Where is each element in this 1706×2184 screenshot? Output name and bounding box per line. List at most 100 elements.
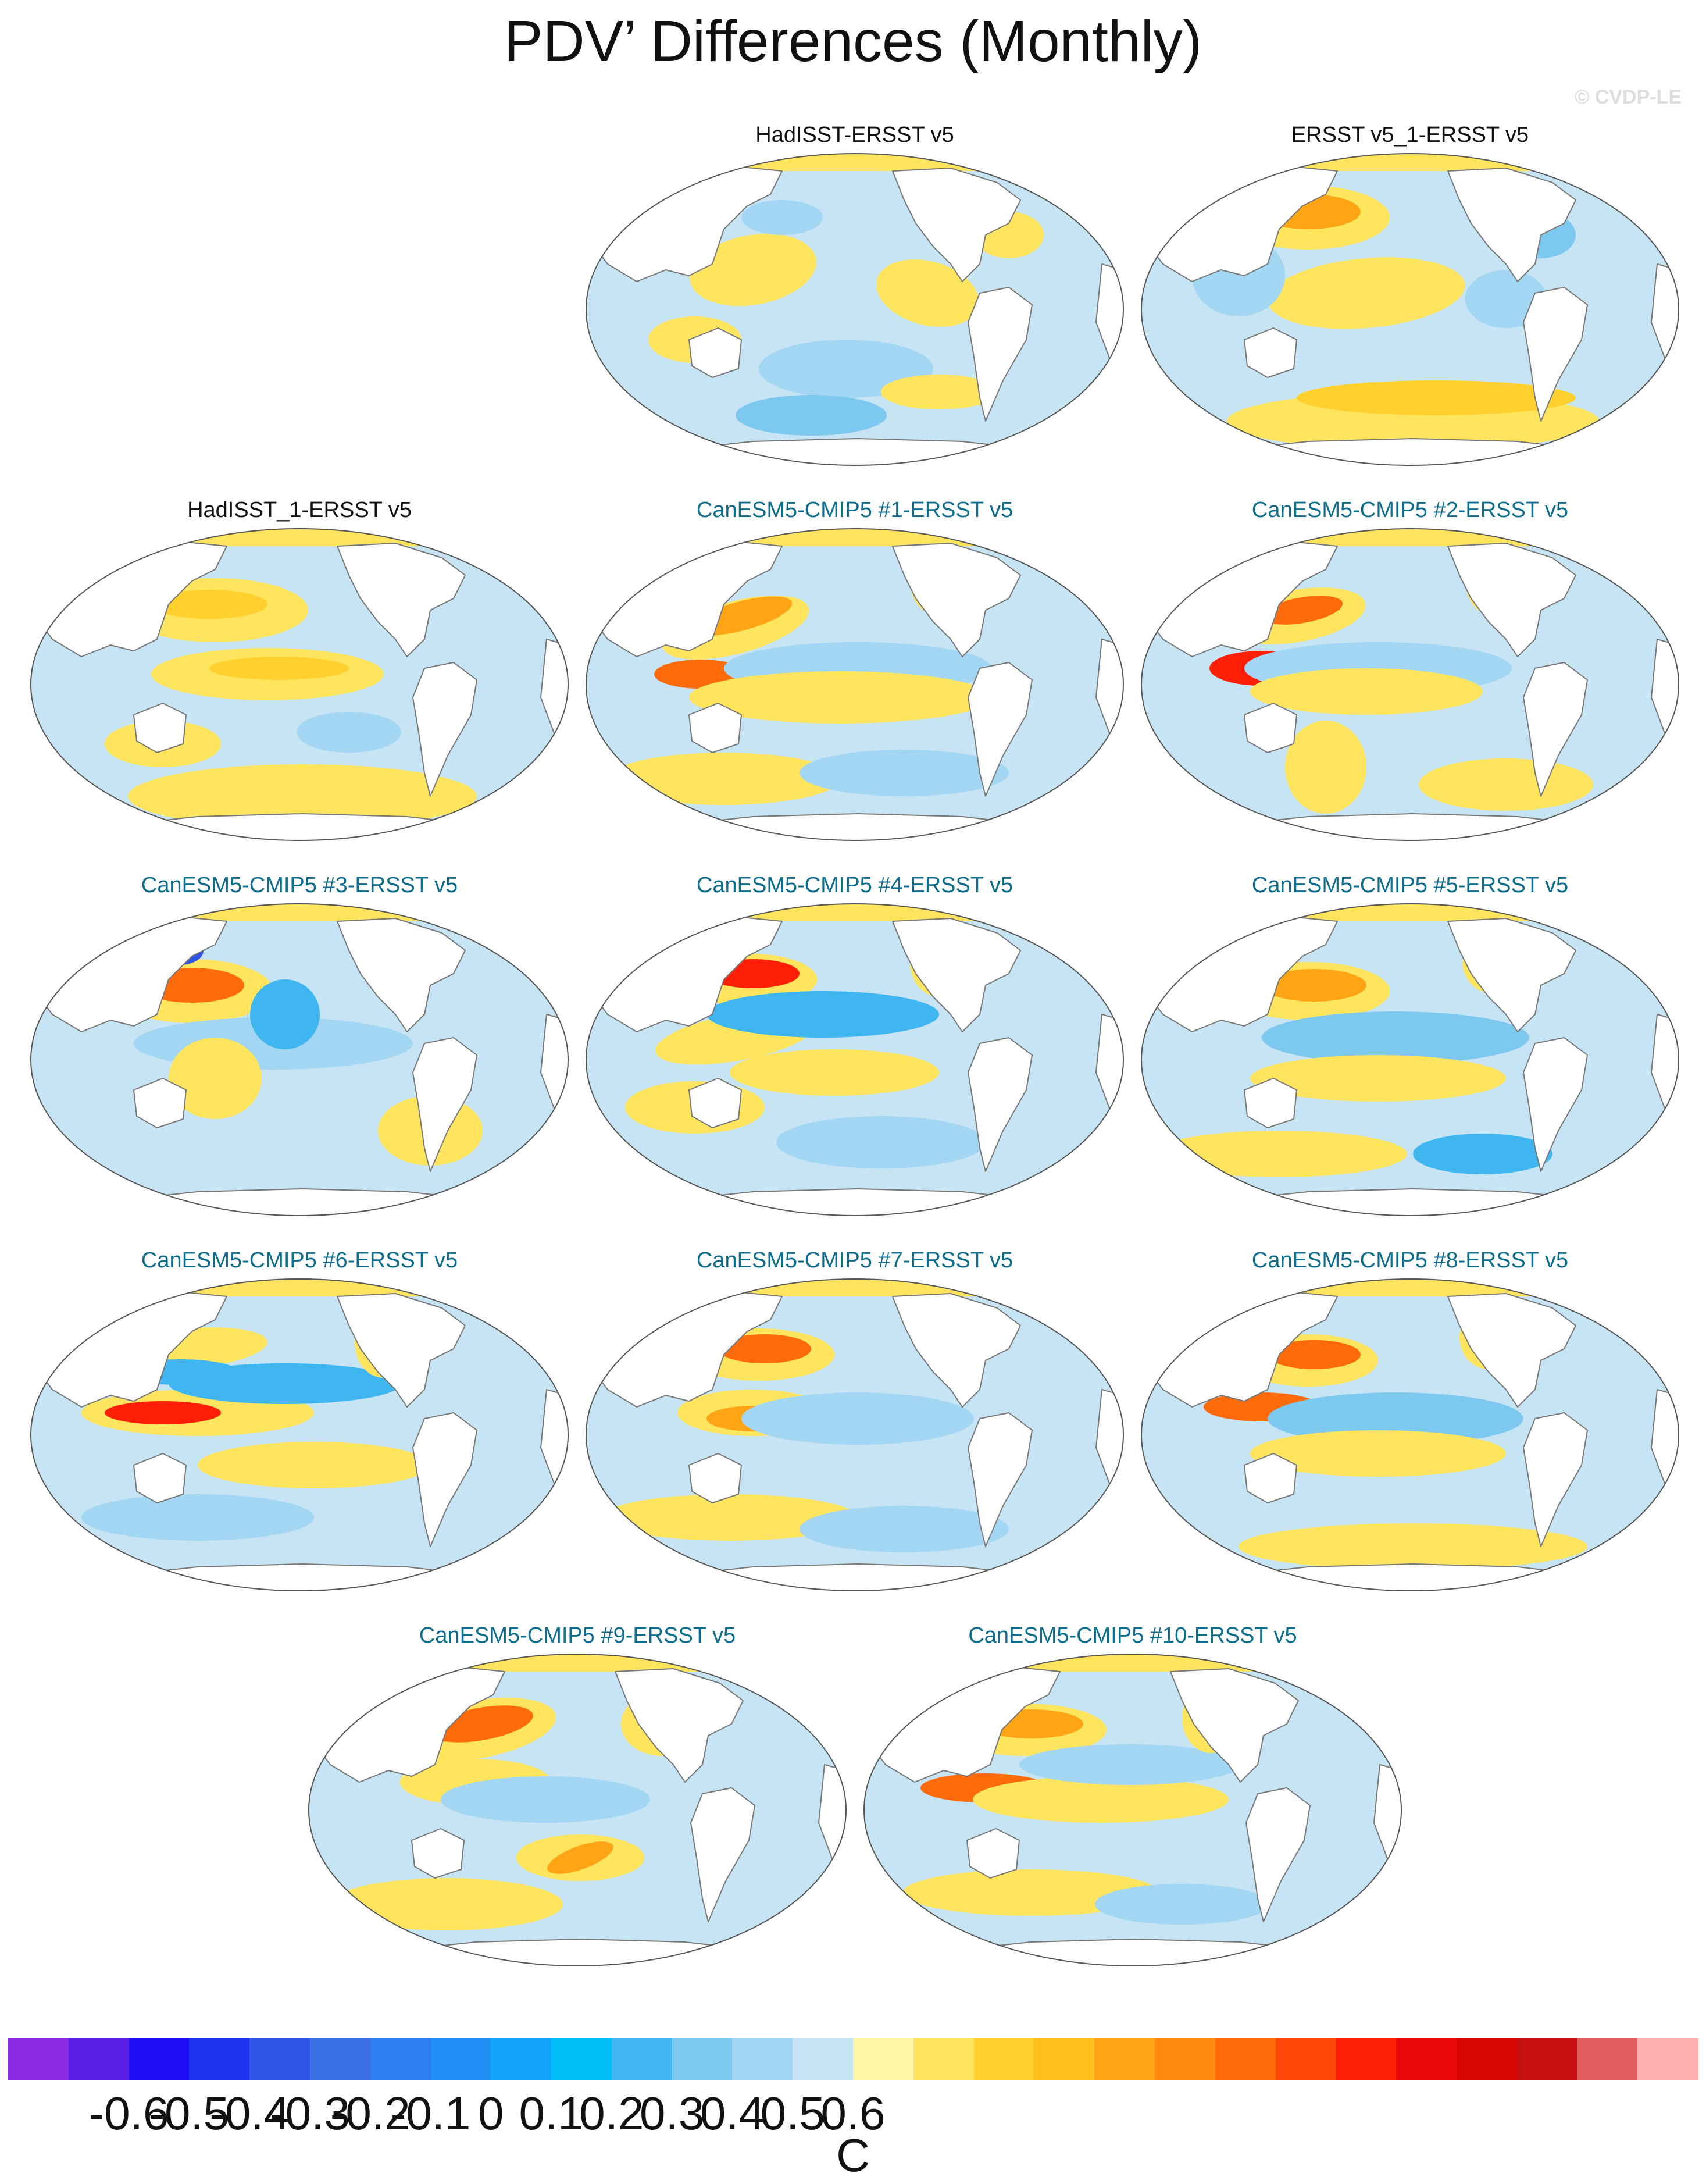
arctic-band [31,904,568,921]
colorbar-tick-label: 0.5 [760,2087,825,2139]
land-south-america [968,287,1033,422]
anomaly-patch [730,1049,939,1096]
land-australia [688,1453,742,1503]
ocean-field [864,1654,1401,1966]
globe-outline [1141,1278,1679,1591]
world-map [1141,1278,1679,1591]
land-north-america [892,1293,1021,1408]
colorbar-tick-label: 0.4 [699,2087,765,2139]
land-south-america [690,1787,755,1922]
ocean-field [31,1279,568,1591]
land-north-america [1447,543,1576,657]
globe-outline [586,528,1124,841]
anomaly-patch [800,750,1009,796]
map-panel-canesm5-7: CanESM5-CMIP5 #7-ERSST v5 [579,1248,1131,1597]
anomaly-patch [198,1442,430,1488]
anomaly-patch [608,753,840,805]
anomaly-patch [441,1776,650,1823]
colorbar-box [793,2038,854,2080]
anomaly-patch [706,991,939,1038]
world-map [586,528,1124,841]
colorbar-box [1215,2038,1276,2080]
anomaly-patch [1262,969,1366,1002]
colorbar-ticks: -0.6 -0.5 -0.4 -0.3 -0.2 -0.1 0 0.1 0.2 0.3 0.4 0.5… [0,2087,1706,2139]
arctic-band [309,1654,846,1672]
ocean-field [586,1279,1123,1591]
anomaly-patch [209,657,349,680]
world-map [586,1278,1124,1591]
land-australia [1244,327,1297,378]
land-australia [688,327,742,378]
anomaly-patch [718,1334,811,1363]
anomaly-patch [1262,1011,1529,1064]
land-australia [688,703,742,753]
colorbar-box [1034,2038,1095,2080]
anomaly-patch [800,1506,1009,1552]
anomaly-patch [169,1038,262,1119]
ocean-field [1141,154,1679,465]
ocean-field [1141,529,1679,840]
colorbar [8,2038,1698,2080]
anomaly-patch [1250,1055,1506,1102]
globe-outline [586,903,1124,1216]
land-north-america [337,918,466,1032]
globe-outline [586,153,1124,466]
anomaly-patch [602,1494,858,1541]
anomaly-patch [689,671,991,724]
globe-outline [1141,903,1679,1216]
panel-title: CanESM5-CMIP5 #8-ERSST v5 [1251,1248,1569,1273]
anomaly-patch [1239,1523,1587,1570]
land-south-america [412,662,477,797]
panel-title: CanESM5-CMIP5 #2-ERSST v5 [1251,498,1569,522]
ocean-field [309,1654,846,1966]
anomaly-patch [1268,257,1465,329]
colorbar-tick-label: -0.4 [209,2087,290,2139]
land-north-america [1170,1668,1299,1783]
globe-outline [1141,528,1679,841]
land-australia [133,1453,187,1503]
colorbar-units-label: C [836,2129,870,2181]
map-panel-canesm5-8: CanESM5-CMIP5 #8-ERSST v5 [1134,1248,1686,1597]
arctic-band [31,529,568,546]
colorbar-box [611,2038,673,2080]
colorbar-box [973,2038,1034,2080]
map-panel-canesm5-5: CanESM5-CMIP5 #5-ERSST v5 [1134,872,1686,1221]
colorbar-box [1154,2038,1216,2080]
world-map [586,153,1124,466]
anomaly-patch [736,395,887,436]
colorbar-box [370,2038,431,2080]
land-australia [1244,1453,1297,1503]
anomaly-patch [128,764,477,828]
colorbar-box [732,2038,793,2080]
colorbar-tick-label: -0.6 [88,2087,169,2139]
figure-title: PDV’ Differences (Monthly) [504,9,1202,74]
colorbar-box [1396,2038,1457,2080]
land-australia [1244,1078,1297,1128]
colorbar-box [1577,2038,1638,2080]
arctic-band [586,1279,1123,1296]
map-panel-hadisst1: HadISST_1-ERSST v5 [23,497,576,846]
panel-title: CanESM5-CMIP5 #3-ERSST v5 [141,873,458,897]
land-south-america [412,1412,477,1547]
ocean-field [586,529,1123,840]
colorbar-tick-label: -0.1 [390,2087,471,2139]
globe-outline [308,1654,847,1966]
panel-title: HadISST-ERSST v5 [755,123,954,147]
land-north-america [615,1668,744,1783]
land-north-america [1447,1293,1576,1408]
colorbar-box [551,2038,612,2080]
world-map [1141,903,1679,1216]
anomaly-patch [58,921,93,945]
land-south-america [968,1412,1033,1547]
arctic-band [586,529,1123,546]
land-south-america [1523,1412,1588,1547]
anomaly-patch [1413,1134,1552,1174]
colorbar-box [129,2038,190,2080]
anomaly-patch [1250,1430,1506,1477]
globe-outline [30,1278,569,1591]
anomaly-patch [1262,596,1343,625]
land-australia [133,703,187,753]
anomaly-patch [741,200,823,235]
colorbar-box [8,2038,69,2080]
globe-outline [30,903,569,1216]
